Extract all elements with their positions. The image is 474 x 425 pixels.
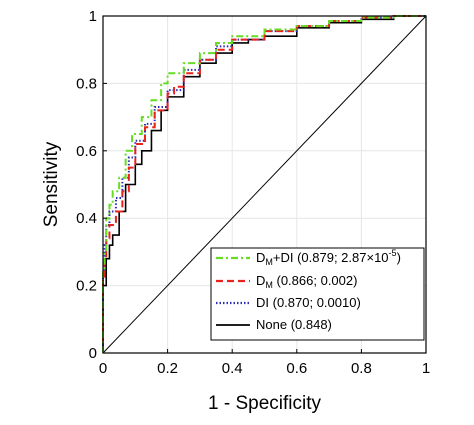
- plot-border: [102, 15, 427, 354]
- legend-sub: M: [265, 257, 273, 267]
- legend-tail: ): [397, 250, 401, 265]
- y-axis-ticks: 0 0.2 0.4 0.6 0.8 1: [76, 8, 107, 362]
- legend-sub: M: [265, 280, 273, 290]
- y-tick-label: 0.2: [76, 278, 97, 295]
- reference-diagonal-line: [102, 15, 427, 354]
- x-axis-ticks: 0 0.2 0.4 0.6 0.8 1: [99, 349, 430, 377]
- legend-rest: +DI (0.879; 2.87×10: [273, 250, 389, 265]
- legend-main: DI (0.870; 0.0010): [256, 295, 361, 310]
- y-tick-label: 0: [89, 345, 97, 362]
- legend-label: None (0.848): [256, 317, 332, 332]
- x-tick-label: 0.4: [222, 360, 243, 377]
- y-tick-label: 1: [89, 8, 97, 25]
- legend-label: DM+DI (0.879; 2.87×10-5): [256, 248, 401, 267]
- series-line-di: [102, 15, 426, 353]
- legend-sup: -5: [389, 248, 397, 258]
- series-line-dm-di: [102, 15, 426, 353]
- legend-label: DI (0.870; 0.0010): [256, 295, 361, 310]
- y-tick-label: 0.6: [76, 143, 97, 160]
- x-tick-label: 0.2: [157, 360, 178, 377]
- legend-main: D: [256, 250, 265, 265]
- x-tick-label: 0.8: [351, 360, 372, 377]
- legend-main: D: [256, 273, 265, 288]
- x-axis-title: 1 - Specificity: [208, 393, 321, 414]
- y-tick-label: 0.8: [76, 75, 97, 92]
- y-tick-label: 0.4: [76, 210, 97, 227]
- y-axis-title: Sensitivity: [41, 141, 62, 227]
- legend-main: None (0.848): [256, 317, 332, 332]
- legend-label: DM (0.866; 0.002): [256, 273, 357, 290]
- x-tick-label: 1: [422, 360, 430, 377]
- x-tick-label: 0.6: [286, 360, 307, 377]
- legend: DM+DI (0.879; 2.87×10-5)DM (0.866; 0.002…: [210, 247, 425, 341]
- x-tick-label: 0: [99, 360, 107, 377]
- legend-rest: (0.866; 0.002): [273, 273, 358, 288]
- grid: [102, 15, 427, 354]
- series-group: [102, 15, 426, 353]
